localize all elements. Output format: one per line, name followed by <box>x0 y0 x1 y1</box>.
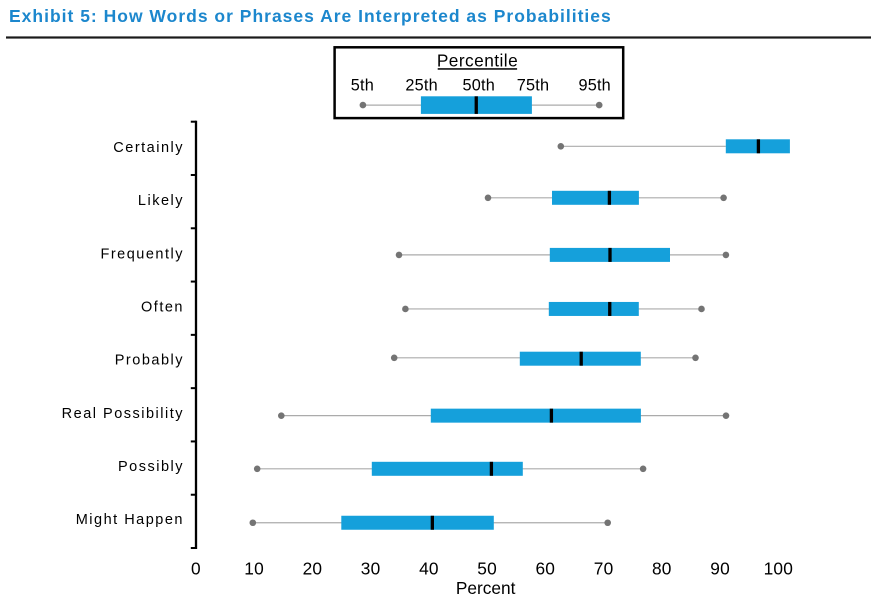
svg-text:Percentile: Percentile <box>437 50 518 70</box>
svg-text:40: 40 <box>419 558 439 578</box>
svg-text:70: 70 <box>594 558 614 578</box>
svg-text:Certainly: Certainly <box>113 140 184 156</box>
svg-text:60: 60 <box>535 558 555 578</box>
svg-text:Likely: Likely <box>138 193 184 209</box>
svg-text:Probably: Probably <box>115 353 184 369</box>
svg-text:50th: 50th <box>463 77 496 95</box>
svg-text:30: 30 <box>361 558 381 578</box>
svg-text:Possibly: Possibly <box>118 459 184 475</box>
svg-text:Real Possibility: Real Possibility <box>62 406 184 422</box>
svg-text:10: 10 <box>244 558 264 578</box>
svg-text:25th: 25th <box>405 77 438 95</box>
svg-text:Percent: Percent <box>456 578 516 598</box>
svg-text:80: 80 <box>652 558 672 578</box>
svg-text:95th: 95th <box>578 77 611 95</box>
svg-text:100: 100 <box>764 558 793 578</box>
svg-text:Often: Often <box>141 300 184 316</box>
svg-text:0: 0 <box>191 558 201 578</box>
svg-text:75th: 75th <box>517 77 550 95</box>
svg-text:50: 50 <box>477 558 497 578</box>
svg-text:Exhibit 5: How Words or Phrase: Exhibit 5: How Words or Phrases Are Inte… <box>9 6 612 26</box>
svg-text:5th: 5th <box>351 77 374 95</box>
svg-text:Might Happen: Might Happen <box>76 512 184 528</box>
svg-text:Frequently: Frequently <box>100 246 184 262</box>
svg-text:20: 20 <box>303 558 323 578</box>
svg-text:90: 90 <box>710 558 730 578</box>
